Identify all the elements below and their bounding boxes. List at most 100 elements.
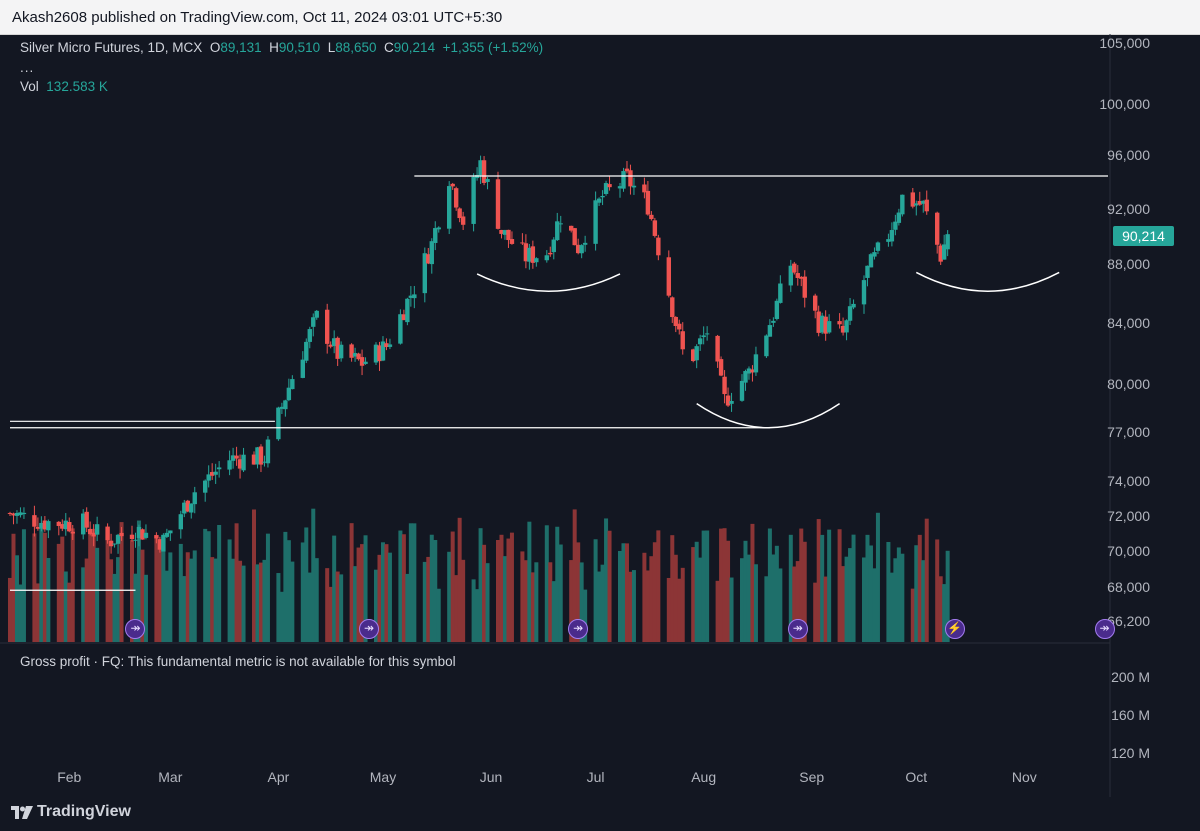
candle bbox=[666, 257, 671, 296]
volume-bar bbox=[56, 543, 61, 642]
volume-bar bbox=[820, 534, 825, 642]
candle bbox=[840, 325, 846, 333]
volume-bar bbox=[408, 523, 413, 642]
indicator-tick-label: 200 M bbox=[1111, 669, 1150, 685]
volume-bar bbox=[39, 524, 44, 642]
candle bbox=[206, 474, 211, 481]
candle bbox=[429, 241, 434, 265]
candle bbox=[924, 199, 929, 212]
tradingview-logo-icon[interactable] bbox=[11, 806, 33, 820]
price-tick-label: 68,000 bbox=[1107, 579, 1150, 596]
ohlc-legend: Silver Micro Futures, 1D, MCX O89,131 H9… bbox=[20, 40, 543, 55]
candle bbox=[910, 192, 915, 207]
dividend-arrow-icon[interactable]: ↠ bbox=[1094, 619, 1115, 639]
volume-bar bbox=[753, 564, 758, 642]
volume-bar bbox=[607, 530, 612, 642]
gross-profit-legend: Gross profit · FQ: This fundamental metr… bbox=[20, 654, 456, 669]
low-value: 88,650 bbox=[335, 40, 377, 55]
candle bbox=[826, 321, 832, 333]
volume-bar bbox=[889, 572, 894, 642]
candle bbox=[628, 170, 633, 187]
candle bbox=[157, 539, 163, 550]
volume-bar bbox=[335, 571, 340, 642]
volume-bar bbox=[520, 551, 525, 642]
candle bbox=[750, 369, 755, 373]
candle bbox=[380, 341, 386, 361]
candle bbox=[743, 371, 748, 383]
volume-bar bbox=[252, 509, 256, 642]
candle bbox=[314, 310, 319, 318]
candle bbox=[56, 521, 61, 526]
dividend-arrow-icon[interactable]: ↠ bbox=[359, 619, 380, 639]
volume-bar bbox=[523, 560, 528, 642]
price-tick-label: 74,000 bbox=[1107, 473, 1150, 490]
candle bbox=[265, 439, 271, 464]
candle bbox=[241, 454, 246, 471]
candle bbox=[35, 526, 41, 529]
dividend-arrow-icon[interactable]: ↠ bbox=[787, 619, 808, 639]
volume-bar bbox=[935, 539, 940, 642]
candle bbox=[788, 265, 793, 286]
dividend-arrow-icon[interactable]: ↠ bbox=[125, 619, 146, 639]
volume-bar bbox=[360, 544, 365, 642]
candle bbox=[112, 543, 117, 545]
open-label: O bbox=[209, 40, 221, 55]
candle bbox=[691, 349, 696, 362]
candle bbox=[471, 176, 476, 224]
candle bbox=[945, 234, 950, 250]
candle bbox=[300, 359, 305, 378]
brand-name[interactable]: TradingView bbox=[37, 803, 131, 820]
candle bbox=[837, 321, 842, 325]
volume-bar bbox=[910, 588, 915, 642]
volume-bar bbox=[593, 539, 598, 642]
candle bbox=[203, 480, 208, 493]
volume-bar bbox=[11, 533, 16, 642]
price-tick-label: 105,000 bbox=[1099, 35, 1150, 51]
footer bbox=[0, 797, 1200, 831]
volume-bar bbox=[499, 534, 504, 642]
volume-bar bbox=[750, 523, 755, 642]
volume-bar bbox=[206, 531, 211, 642]
volume-bar bbox=[454, 575, 459, 642]
volume-bar bbox=[896, 547, 901, 642]
candle bbox=[764, 335, 769, 357]
volume-bar bbox=[136, 520, 141, 642]
lightning-icon[interactable]: ⚡ bbox=[944, 619, 965, 639]
candle bbox=[398, 314, 403, 344]
volume-bar bbox=[579, 562, 584, 642]
candle bbox=[739, 380, 745, 401]
candle bbox=[39, 522, 44, 529]
volume-bar bbox=[461, 559, 466, 642]
volume-bar bbox=[624, 543, 629, 642]
volume-bar bbox=[429, 534, 434, 642]
candle bbox=[896, 212, 902, 223]
candle bbox=[823, 316, 828, 334]
candle bbox=[230, 455, 236, 461]
volume-bar bbox=[823, 576, 828, 642]
candle bbox=[422, 253, 427, 294]
candle bbox=[328, 344, 333, 347]
candle bbox=[558, 223, 563, 225]
candle bbox=[941, 244, 947, 260]
volume-bar bbox=[618, 550, 622, 642]
volume-bar bbox=[673, 554, 678, 642]
candle bbox=[311, 317, 316, 327]
arc-drawing bbox=[696, 403, 841, 429]
candle bbox=[813, 295, 818, 311]
candle bbox=[851, 303, 856, 308]
volume-bar bbox=[210, 557, 215, 642]
volume-bar bbox=[161, 543, 166, 642]
volume-bar bbox=[886, 541, 891, 642]
volume-bar bbox=[450, 531, 455, 642]
candle bbox=[189, 503, 194, 513]
volume-bar bbox=[60, 536, 65, 642]
candle bbox=[349, 344, 354, 358]
volume-bar bbox=[837, 529, 842, 642]
candle bbox=[875, 242, 881, 251]
volume-bar bbox=[868, 545, 873, 642]
symbol-label[interactable]: Silver Micro Futures, 1D, MCX bbox=[20, 40, 203, 55]
dividend-arrow-icon[interactable]: ↠ bbox=[568, 619, 589, 639]
candle bbox=[335, 337, 340, 359]
more-indicator[interactable]: ... bbox=[20, 60, 35, 75]
